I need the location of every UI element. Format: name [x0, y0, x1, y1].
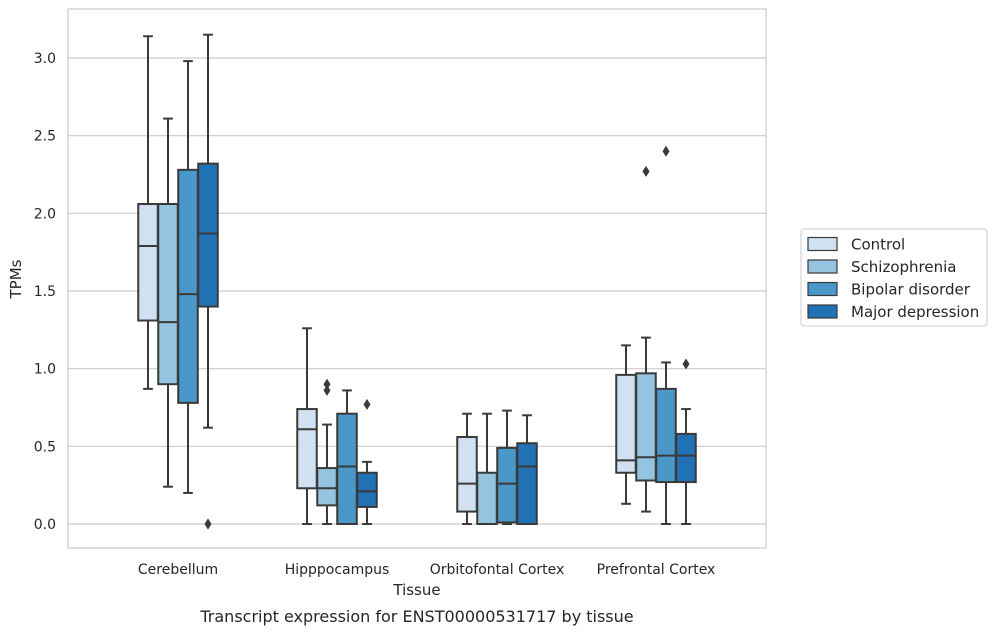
legend-label: Schizophrenia	[851, 258, 956, 276]
legend-frame	[800, 228, 988, 327]
box-body	[496, 446, 518, 524]
box-major-depression	[516, 414, 538, 525]
box-bipolar-disorder	[655, 145, 677, 525]
box-body	[476, 471, 498, 525]
y-tick-label: 1.0	[34, 362, 56, 378]
box-major-depression	[675, 358, 697, 525]
x-tick-labels: Cerebellum Hipppocampus Orbitofontal Corte…	[138, 562, 715, 578]
box-body	[615, 373, 637, 474]
box-body	[516, 442, 538, 525]
box-schizophrenia	[157, 117, 179, 488]
box-major-depression	[356, 398, 378, 525]
box-control	[296, 327, 318, 525]
box-schizophrenia	[635, 165, 657, 513]
legend-swatch	[807, 281, 838, 297]
box-body	[177, 168, 199, 404]
box-body	[655, 387, 677, 484]
box-bipolar-disorder	[177, 60, 199, 494]
box-body	[635, 372, 657, 482]
plot-frame	[67, 8, 767, 549]
legend: Control Schizophrenia Bipolar disorder Majo…	[800, 228, 988, 327]
outlier-point	[642, 165, 650, 177]
box-body	[316, 467, 338, 507]
outlier-point	[363, 398, 371, 410]
y-tick-labels: 0.0 0.5 1.0 1.5 2.0 2.5 3.0	[34, 51, 56, 533]
box-body	[356, 471, 378, 508]
x-tick-label: Cerebellum	[138, 562, 218, 578]
legend-label: Control	[851, 236, 905, 254]
x-tick-label: Prefrontal Cortex	[597, 562, 716, 578]
outlier-point	[682, 358, 690, 370]
x-tick-label: Orbitofontal Cortex	[430, 562, 565, 578]
y-tick-label: 1.5	[34, 284, 56, 300]
x-tick-label: Hipppocampus	[285, 562, 390, 578]
legend-swatch	[807, 236, 838, 252]
legend-label: Bipolar disorder	[851, 281, 971, 299]
box-body	[197, 162, 219, 308]
box-schizophrenia	[476, 412, 498, 525]
chart-caption: Transcript expression for ENST0000053171…	[199, 607, 633, 626]
y-axis-label: TPMs	[7, 259, 25, 299]
y-tick-label: 0.0	[34, 517, 56, 533]
box-body	[675, 432, 697, 484]
legend-swatch	[807, 259, 838, 274]
y-tick-label: 0.5	[34, 439, 56, 455]
outlier-point	[323, 378, 331, 390]
outlier-point	[323, 384, 331, 396]
box-control	[456, 412, 478, 525]
box-bipolar-disorder	[496, 409, 518, 525]
legend-label: Major depression	[851, 303, 979, 321]
box-bipolar-disorder	[336, 389, 358, 526]
x-axis-label: Tissue	[392, 581, 440, 599]
outlier-point	[204, 518, 212, 530]
y-tick-label: 2.5	[34, 129, 56, 145]
y-tick-label: 2.0	[34, 206, 56, 222]
box-major-depression	[197, 33, 219, 530]
box-schizophrenia	[316, 378, 338, 525]
box-body	[456, 436, 478, 513]
boxes	[137, 33, 697, 530]
box-body	[157, 203, 179, 386]
box-body	[296, 408, 318, 490]
y-tick-label: 3.0	[34, 51, 56, 67]
box-body	[336, 412, 358, 526]
legend-swatch	[807, 304, 838, 319]
box-control	[137, 35, 159, 390]
outlier-point	[662, 145, 670, 157]
box-body	[137, 203, 159, 322]
